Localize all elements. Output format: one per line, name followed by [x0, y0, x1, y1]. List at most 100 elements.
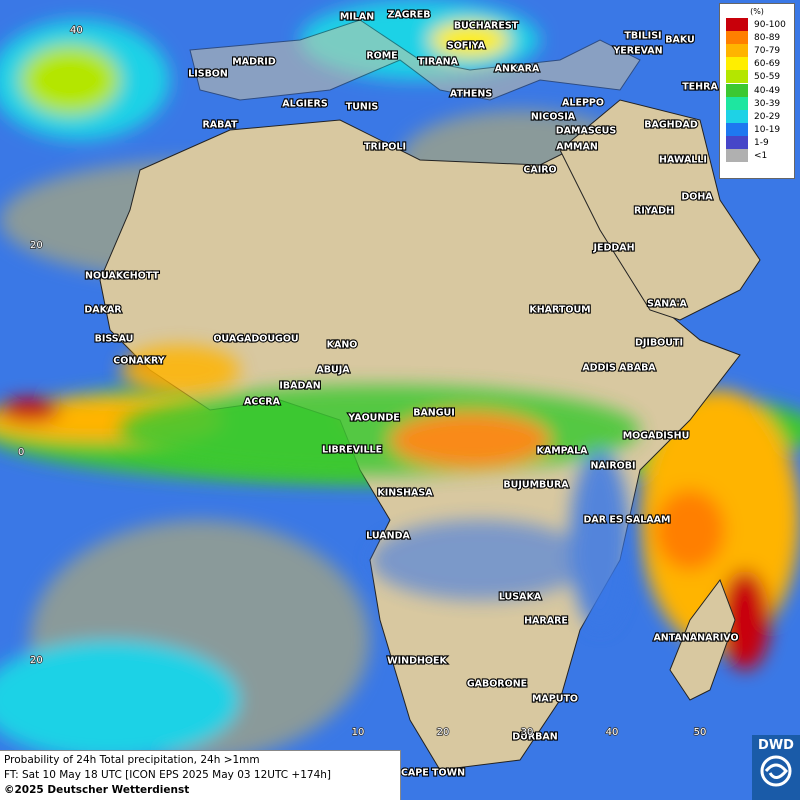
city-label: KINSHASA [377, 488, 433, 499]
city-label: ANTANANARIVO [653, 633, 738, 644]
footer-line: FT: Sat 10 May 18 UTC [ICON EPS 2025 May… [4, 769, 331, 781]
legend-label: 80-89 [754, 32, 781, 43]
europe [189, 19, 641, 101]
legend-item: 10-19 [720, 123, 794, 138]
city-label: TRIPOLI [364, 142, 406, 153]
city-label: NICOSIA [531, 112, 576, 123]
city-label: BUJUMBURA [503, 480, 569, 491]
logo-icon [760, 755, 792, 787]
city-label: YEREVAN [612, 46, 662, 57]
labels: MILAN ZAGREB BUCHAREST TBILISI BAKU MADRID ROM… [17, 8, 739, 779]
lon-label: 50 [694, 727, 707, 738]
city-label: HARARE [524, 616, 568, 627]
legend-label: 90-100 [754, 19, 786, 30]
lat-label: 20 [30, 655, 43, 666]
legend-item: 90-100 [720, 17, 794, 32]
city-label: JEDDAH [592, 243, 634, 254]
legend-item: 50-59 [720, 70, 794, 85]
city-label: TIRANA [418, 57, 459, 68]
legend-label: 40-49 [754, 85, 781, 96]
city-label: SANA'A [647, 299, 687, 310]
legend-label: 50-59 [754, 72, 781, 83]
legend-item: <1 [720, 149, 794, 164]
city-label: SOFIYA [447, 41, 486, 52]
legend-swatch [726, 70, 748, 85]
city-label: DURBAN [512, 732, 558, 743]
city-label: BUCHAREST [454, 21, 519, 32]
lat-label: 0 [18, 447, 24, 458]
city-label: MOGADISHU [623, 431, 690, 442]
lon-label: 20 [437, 727, 450, 738]
legend-rows: 90-100 80-89 70-79 60-69 50-59 40-49 30-39 20-2… [720, 17, 794, 164]
city-label: CAIRO [523, 165, 556, 176]
lat-label: 20 [30, 240, 43, 251]
arabia [559, 99, 761, 321]
legend-swatch [726, 30, 748, 45]
legend-swatch [726, 149, 748, 164]
city-label: DAMASCUS [556, 126, 617, 137]
city-label: LUSAKA [499, 592, 542, 603]
city-label: HAWALLI [659, 155, 707, 166]
legend-item: 70-79 [720, 43, 794, 58]
legend-swatch [726, 57, 748, 72]
city-label: BANGUI [413, 408, 455, 419]
legend-swatch [726, 43, 748, 58]
city-label: DOHA [681, 192, 713, 203]
city-label: ALEPPO [562, 98, 604, 109]
city-label: LIBREVILLE [322, 445, 382, 456]
legend-swatch [726, 83, 748, 98]
legend-label: 10-19 [754, 125, 781, 136]
city-label: OUAGADOUGOU [213, 334, 298, 345]
city-label: GABORONE [467, 679, 527, 690]
legend-item: 1-9 [720, 136, 794, 151]
city-label: DAKAR [84, 305, 122, 316]
footer-line: Probability of 24h Total precipitation, … [4, 754, 260, 766]
city-label: MAPUTO [532, 694, 578, 705]
city-label: MADRID [232, 57, 276, 68]
city-label: TEHRA [682, 82, 718, 93]
lon-label: 10 [352, 727, 365, 738]
city-label: LISBON [188, 69, 228, 80]
city-label: RIYADH [634, 206, 674, 217]
legend-item: 30-39 [720, 96, 794, 111]
city-label: ALGIERS [282, 99, 328, 110]
legend-label: 60-69 [754, 59, 781, 70]
footer-line: ©2025 Deutscher Wetterdienst [4, 784, 190, 796]
city-label: RABAT [202, 120, 238, 131]
city-label: CAPE TOWN [401, 768, 465, 779]
city-label: BISSAU [95, 334, 134, 345]
legend: (%) 90-100 80-89 70-79 60-69 50-59 40-49 30-39… [719, 3, 795, 179]
city-label: BAKU [665, 35, 695, 46]
lon-label: 40 [606, 727, 619, 738]
legend-item: 20-29 [720, 109, 794, 124]
city-label: CONAKRY [113, 356, 165, 367]
legend-swatch [726, 123, 748, 138]
city-label: ROME [366, 51, 397, 62]
legend-unit: (%) [750, 7, 764, 16]
legend-item: 40-49 [720, 83, 794, 98]
city-label: KAMPALA [536, 446, 588, 457]
city-label: DJIBOUTI [635, 338, 683, 349]
lon-label: 30 [521, 727, 534, 738]
city-label: ABUJA [316, 365, 350, 376]
legend-swatch [726, 17, 748, 32]
city-label: TBILISI [624, 31, 661, 42]
city-label: ADDIS ABABA [582, 363, 656, 374]
city-label: AMMAN [556, 142, 598, 153]
city-label: MILAN [340, 12, 374, 23]
city-label: ANKARA [495, 64, 540, 75]
precip-overlay [120, 345, 640, 630]
legend-label: 20-29 [754, 111, 781, 122]
legend-label: <1 [754, 151, 768, 162]
city-label: KHARTOUM [529, 305, 590, 316]
lat-label: 40 [70, 25, 83, 36]
footer: Probability of 24h Total precipitation, … [0, 750, 401, 800]
legend-swatch [726, 96, 748, 111]
legend-swatch [726, 109, 748, 124]
city-label: IBADAN [279, 381, 320, 392]
legend-label: 70-79 [754, 45, 781, 56]
legend-item: 80-89 [720, 30, 794, 45]
city-label: ATHENS [450, 89, 492, 100]
city-label: DAR ES SALAAM [584, 515, 671, 526]
